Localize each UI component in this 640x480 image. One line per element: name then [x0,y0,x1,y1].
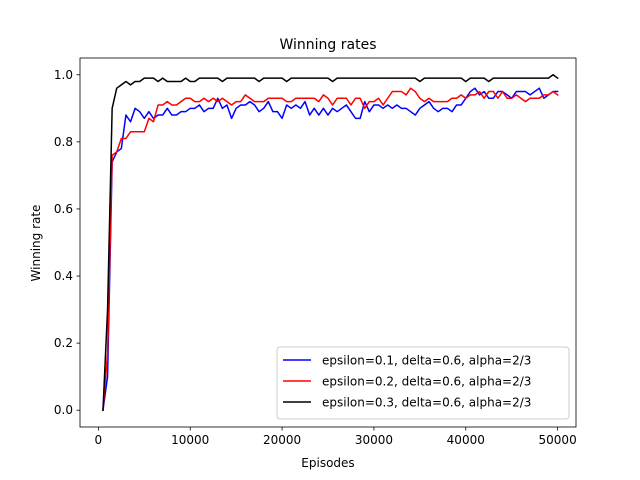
series-line-2 [102,87,559,412]
y-tick-label: 0.6 [54,202,73,216]
series-line-1 [102,87,559,412]
x-tick-label: 0 [95,433,103,447]
legend-box [276,346,570,420]
y-axis-label: Winning rate [29,205,43,282]
axis-layer: 0 10000 20000 30000 40000 50000 0.0 0.2 0.4 0.6 0.… [54,57,577,447]
x-tick-label: 40000 [447,433,485,447]
y-tick-label: 0.4 [54,269,73,283]
plot-frame [79,57,577,428]
y-tick-label: 0.2 [54,336,73,350]
x-tick-label: 30000 [355,433,393,447]
x-tick-label: 50000 [539,433,577,447]
legend-label-3: epsilon=0.3, delta=0.6, alpha=2/3 [322,396,531,410]
x-axis-label: Episodes [301,456,354,470]
series-line-3 [102,74,559,412]
y-tick-label: 0.8 [54,135,73,149]
legend: epsilon=0.1, delta=0.6, alpha=2/3 epsilon… [276,346,570,420]
y-tick-label: 0.0 [54,403,73,417]
x-tick-label: 20000 [263,433,301,447]
chart-title: Winning rates [279,37,376,53]
y-tick-label: 1.0 [54,68,73,82]
series-layer [102,74,559,412]
x-tick-label: 10000 [171,433,209,447]
legend-label-2: epsilon=0.2, delta=0.6, alpha=2/3 [322,375,531,389]
legend-label-1: epsilon=0.1, delta=0.6, alpha=2/3 [322,354,531,368]
